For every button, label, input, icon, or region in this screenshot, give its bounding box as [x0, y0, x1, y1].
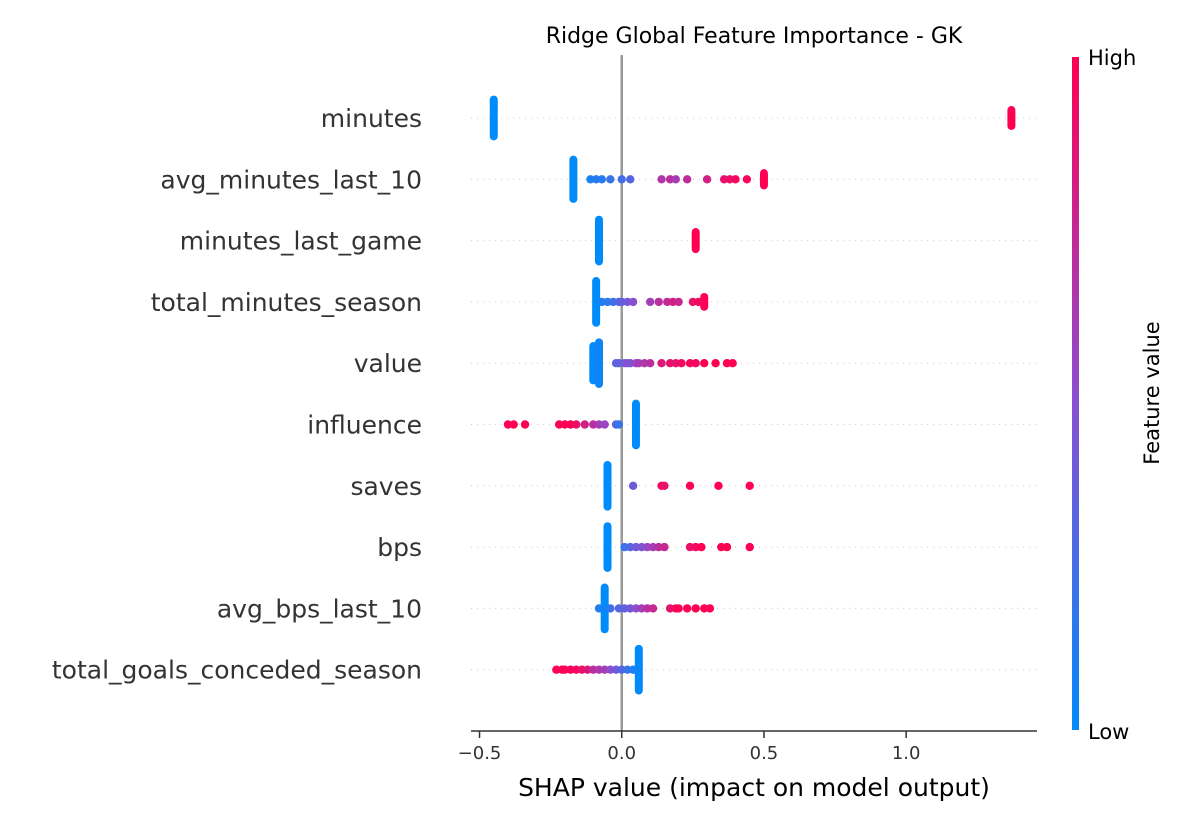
- data-point: [628, 665, 638, 674]
- data-point: [714, 481, 723, 490]
- data-point: [745, 481, 754, 490]
- data-point: [597, 175, 607, 184]
- data-point: [660, 542, 669, 552]
- data-point: [628, 297, 638, 307]
- feature-label: value: [354, 349, 422, 378]
- data-point: [645, 297, 655, 307]
- data-point: [691, 359, 700, 368]
- data-point: [697, 542, 706, 552]
- data-point: [509, 420, 518, 429]
- data-point: [645, 359, 655, 368]
- data-point: [654, 297, 663, 307]
- data-point: [657, 359, 666, 368]
- data-point: [677, 359, 686, 368]
- row-gridlines: [471, 117, 1037, 671]
- data-point: [628, 481, 638, 490]
- data-point: [731, 175, 740, 184]
- data-point: [691, 604, 700, 613]
- colorbar-low-label: Low: [1088, 720, 1129, 744]
- x-tick-label: 1.0: [892, 743, 921, 764]
- colorbar-title: Feature value: [1140, 321, 1164, 464]
- data-point: [745, 542, 754, 552]
- data-point: [671, 175, 680, 184]
- data-point: [694, 297, 703, 307]
- data-point: [682, 175, 692, 184]
- feature-label: total_minutes_season: [151, 288, 422, 317]
- data-point: [702, 175, 712, 184]
- data-point: [674, 297, 683, 307]
- data-point: [606, 604, 615, 613]
- data-point: [685, 481, 695, 490]
- colorbar-gradient: [1072, 57, 1079, 730]
- x-tick-label: 0.0: [607, 743, 636, 764]
- feature-label: influence: [307, 411, 422, 440]
- data-point: [617, 175, 626, 184]
- data-point: [728, 359, 737, 368]
- x-tick-label: −0.5: [458, 743, 502, 764]
- feature-label: saves: [350, 472, 422, 501]
- data-point: [660, 481, 669, 490]
- data-point: [705, 604, 715, 613]
- x-axis-ticks: −0.5 0.0 0.5 1.0: [458, 731, 921, 764]
- data-point: [626, 175, 635, 184]
- chart-title: Ridge Global Feature Importance - GK: [546, 24, 963, 49]
- data-point: [606, 175, 615, 184]
- feature-label: bps: [377, 533, 422, 562]
- data-point: [700, 359, 709, 368]
- feature-label: minutes_last_game: [180, 227, 422, 256]
- data-point: [600, 420, 609, 429]
- data-point: [572, 420, 581, 429]
- data-point: [614, 420, 624, 429]
- colorbar-high-label: High: [1088, 46, 1136, 70]
- feature-label: minutes: [321, 104, 422, 133]
- data-points: [489, 95, 1016, 695]
- data-point: [648, 604, 658, 613]
- data-point: [722, 542, 732, 552]
- data-point: [594, 604, 604, 613]
- data-point: [742, 175, 752, 184]
- data-point: [520, 420, 530, 429]
- x-tick-label: 0.5: [750, 743, 779, 764]
- data-point: [657, 175, 666, 184]
- data-point: [674, 604, 683, 613]
- data-point: [711, 359, 720, 368]
- x-axis-label: SHAP value (impact on model output): [518, 773, 990, 802]
- feature-label: avg_bps_last_10: [217, 594, 422, 623]
- feature-labels: minutes avg_minutes_last_10 minutes_last_g…: [52, 104, 422, 685]
- feature-label: avg_minutes_last_10: [160, 165, 422, 194]
- colorbar: High Low Feature value: [1072, 46, 1164, 744]
- data-point: [580, 420, 589, 429]
- data-point: [682, 604, 692, 613]
- feature-label: total_goals_conceded_season: [52, 656, 422, 685]
